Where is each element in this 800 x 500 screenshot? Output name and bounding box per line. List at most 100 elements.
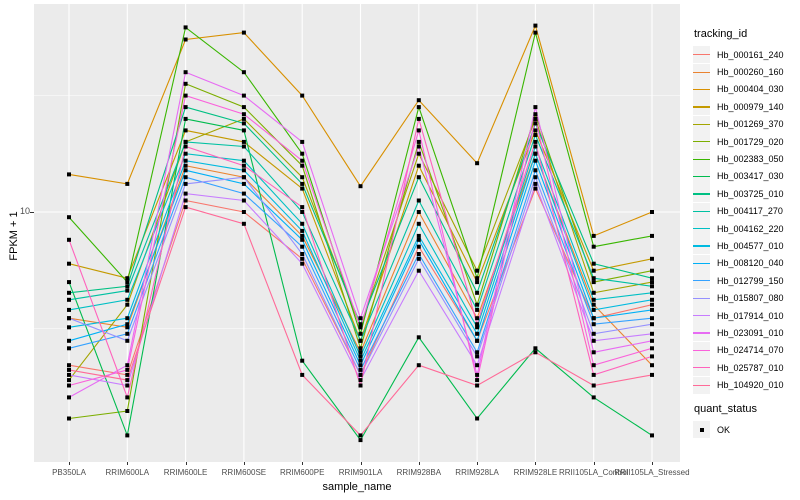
legend-entry-Hb_004162_220: Hb_004162_220 bbox=[693, 220, 799, 238]
legend-entry-label: Hb_004577_010 bbox=[717, 240, 784, 251]
x-tick-mark bbox=[302, 462, 304, 465]
legend-entry-Hb_024714_070: Hb_024714_070 bbox=[693, 341, 799, 359]
data-point-Hb_003725_010 bbox=[241, 121, 246, 126]
data-point-Hb_012799_150 bbox=[183, 175, 188, 180]
data-point-Hb_008120_040 bbox=[358, 363, 363, 368]
legend-entry-Hb_004117_270: Hb_004117_270 bbox=[693, 202, 799, 220]
data-point-Hb_104920_010 bbox=[300, 372, 305, 377]
data-point-Hb_000260_160 bbox=[416, 210, 421, 214]
data-point-Hb_025787_010 bbox=[183, 144, 188, 149]
data-point-Hb_004117_270 bbox=[591, 276, 596, 281]
data-point-Hb_017914_010 bbox=[650, 331, 654, 336]
x-tick-mark bbox=[185, 462, 187, 465]
y-tick-mark bbox=[30, 212, 34, 213]
data-point-Hb_000260_160 bbox=[183, 163, 188, 168]
data-point-Hb_002383_050 bbox=[183, 25, 188, 30]
legend-key-line-icon bbox=[693, 307, 710, 325]
data-point-Hb_104920_010 bbox=[67, 367, 71, 372]
data-point-Hb_025787_010 bbox=[475, 322, 480, 327]
data-point-Hb_001269_370 bbox=[241, 116, 246, 121]
data-point-Hb_001269_370 bbox=[125, 302, 130, 307]
data-point-Hb_025787_010 bbox=[650, 354, 654, 359]
x-tick-mark bbox=[360, 462, 362, 465]
data-point-Hb_000979_140 bbox=[241, 139, 246, 144]
legend-key-line-icon bbox=[693, 46, 710, 64]
legend-entry-Hb_008120_040: Hb_008120_040 bbox=[693, 254, 799, 272]
data-point-Hb_024714_070 bbox=[241, 112, 246, 117]
legend-entry-Hb_003417_030: Hb_003417_030 bbox=[693, 167, 799, 185]
legend-key-line-icon bbox=[693, 237, 710, 255]
legend-key-line-icon bbox=[693, 80, 710, 98]
data-point-Hb_001729_020 bbox=[67, 416, 71, 421]
data-point-Hb_003417_030 bbox=[358, 438, 363, 443]
data-point-Hb_017914_010 bbox=[591, 338, 596, 343]
legend-entry-label: Hb_000161_240 bbox=[717, 49, 784, 60]
data-point-Hb_104920_010 bbox=[475, 383, 480, 388]
data-point-Hb_004117_270 bbox=[300, 210, 305, 214]
data-point-Hb_015807_080 bbox=[416, 256, 421, 261]
data-point-Hb_104920_010 bbox=[241, 221, 246, 226]
data-point-Hb_008120_040 bbox=[416, 237, 421, 242]
data-point-Hb_000260_160 bbox=[125, 325, 130, 330]
data-point-Hb_015807_080 bbox=[241, 175, 246, 180]
legend-key-line-icon bbox=[693, 167, 710, 185]
data-point-Hb_000260_160 bbox=[300, 233, 305, 238]
data-point-Hb_004117_270 bbox=[650, 284, 654, 289]
data-point-Hb_001269_370 bbox=[67, 378, 71, 383]
data-point-Hb_004162_220 bbox=[300, 221, 305, 226]
data-point-Hb_004162_220 bbox=[241, 158, 246, 163]
data-point-Hb_003417_030 bbox=[125, 433, 130, 438]
data-point-Hb_000404_030 bbox=[591, 233, 596, 238]
legend-entry-Hb_025787_010: Hb_025787_010 bbox=[693, 359, 799, 377]
data-point-Hb_012799_150 bbox=[416, 252, 421, 256]
data-point-Hb_008120_040 bbox=[533, 158, 538, 163]
data-point-Hb_003417_030 bbox=[650, 433, 654, 438]
data-point-Hb_001269_370 bbox=[475, 268, 480, 273]
legend-entry-Hb_000260_160: Hb_000260_160 bbox=[693, 63, 799, 81]
data-point-Hb_003725_010 bbox=[300, 181, 305, 186]
data-point-Hb_004117_270 bbox=[241, 144, 246, 149]
data-point-Hb_001269_370 bbox=[416, 151, 421, 156]
data-point-Hb_003417_030 bbox=[241, 128, 246, 133]
data-point-Hb_003417_030 bbox=[416, 335, 421, 340]
data-point-Hb_002383_050 bbox=[67, 215, 71, 220]
data-point-Hb_003417_030 bbox=[67, 280, 71, 285]
x-axis-title: sample_name bbox=[322, 481, 392, 493]
data-point-Hb_023091_010 bbox=[241, 93, 246, 98]
x-tick-mark bbox=[127, 462, 129, 465]
data-point-Hb_003417_030 bbox=[475, 416, 480, 421]
data-point-Hb_004577_010 bbox=[650, 297, 654, 302]
data-point-Hb_004577_010 bbox=[67, 325, 71, 330]
data-point-Hb_001729_020 bbox=[183, 81, 188, 86]
data-point-Hb_004117_270 bbox=[416, 198, 421, 203]
data-point-Hb_015807_080 bbox=[300, 252, 305, 256]
data-point-Hb_023091_010 bbox=[475, 372, 480, 377]
data-point-Hb_004577_010 bbox=[475, 331, 480, 336]
data-point-Hb_015807_080 bbox=[358, 372, 363, 377]
data-point-Hb_003417_030 bbox=[300, 358, 305, 363]
data-point-Hb_008120_040 bbox=[241, 181, 246, 186]
data-point-Hb_012799_150 bbox=[67, 346, 71, 351]
data-point-Hb_004577_010 bbox=[300, 228, 305, 233]
data-point-Hb_104920_010 bbox=[183, 205, 188, 210]
line-chart-canvas bbox=[34, 4, 680, 462]
data-point-Hb_000404_030 bbox=[475, 161, 480, 166]
data-point-Hb_008120_040 bbox=[125, 322, 130, 327]
legend-entry-label: Hb_017914_010 bbox=[717, 310, 784, 321]
legend-entry-Hb_001269_370: Hb_001269_370 bbox=[693, 115, 799, 133]
data-point-Hb_004117_270 bbox=[533, 133, 538, 137]
data-point-Hb_000979_140 bbox=[125, 276, 130, 281]
legend-entry-Hb_017914_010: Hb_017914_010 bbox=[693, 307, 799, 325]
data-point-Hb_025787_010 bbox=[591, 372, 596, 377]
data-point-Hb_004162_220 bbox=[67, 307, 71, 312]
data-point-Hb_012799_150 bbox=[475, 350, 480, 355]
legend-entry-label: Hb_003417_030 bbox=[717, 171, 784, 182]
legend-key-line-icon bbox=[693, 324, 710, 342]
data-point-Hb_004577_010 bbox=[533, 151, 538, 156]
data-point-Hb_001269_370 bbox=[650, 280, 654, 285]
data-point-Hb_017914_010 bbox=[125, 383, 130, 388]
data-point-Hb_012799_150 bbox=[358, 367, 363, 372]
data-point-Hb_008120_040 bbox=[591, 316, 596, 321]
data-point-Hb_004117_270 bbox=[125, 288, 130, 293]
